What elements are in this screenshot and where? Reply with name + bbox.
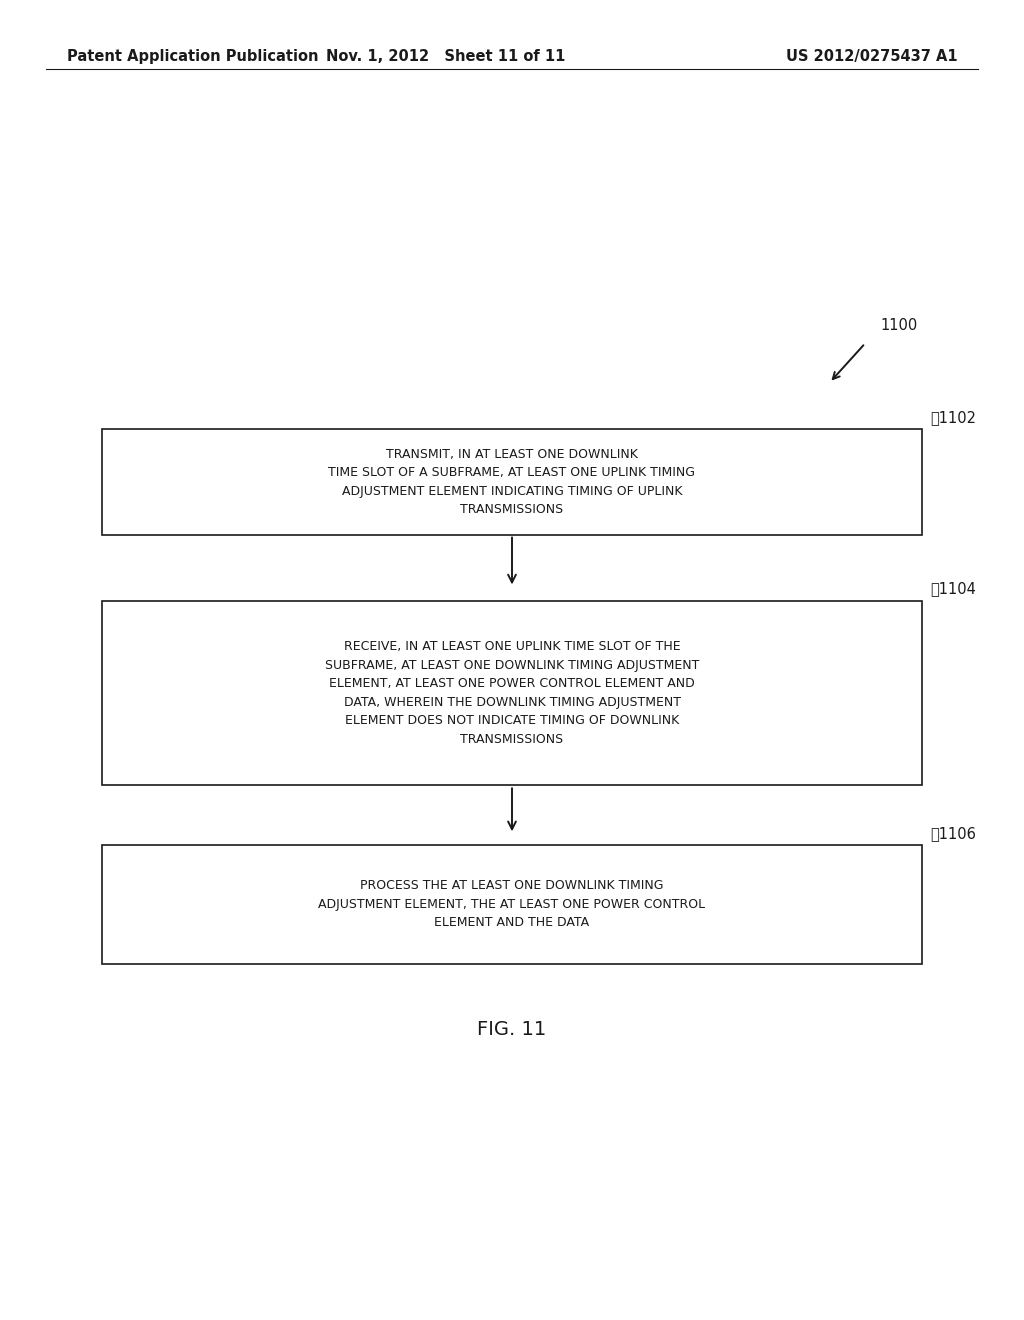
Bar — [102, 601, 922, 785]
Bar — [102, 845, 922, 964]
Text: TRANSMIT, IN AT LEAST ONE DOWNLINK
TIME SLOT OF A SUBFRAME, AT LEAST ONE UPLINK : TRANSMIT, IN AT LEAST ONE DOWNLINK TIME … — [329, 447, 695, 516]
Text: Patent Application Publication: Patent Application Publication — [67, 49, 318, 65]
Text: ⌢1106: ⌢1106 — [930, 826, 976, 841]
Text: ⌢1102: ⌢1102 — [930, 411, 976, 425]
Text: PROCESS THE AT LEAST ONE DOWNLINK TIMING
ADJUSTMENT ELEMENT, THE AT LEAST ONE PO: PROCESS THE AT LEAST ONE DOWNLINK TIMING… — [318, 879, 706, 929]
Text: RECEIVE, IN AT LEAST ONE UPLINK TIME SLOT OF THE
SUBFRAME, AT LEAST ONE DOWNLINK: RECEIVE, IN AT LEAST ONE UPLINK TIME SLO… — [325, 640, 699, 746]
Text: US 2012/0275437 A1: US 2012/0275437 A1 — [785, 49, 957, 65]
Text: FIG. 11: FIG. 11 — [477, 1020, 547, 1039]
Text: 1100: 1100 — [881, 318, 918, 333]
Text: ⌢1104: ⌢1104 — [930, 582, 976, 597]
Text: Nov. 1, 2012   Sheet 11 of 11: Nov. 1, 2012 Sheet 11 of 11 — [326, 49, 565, 65]
Bar — [102, 429, 922, 535]
